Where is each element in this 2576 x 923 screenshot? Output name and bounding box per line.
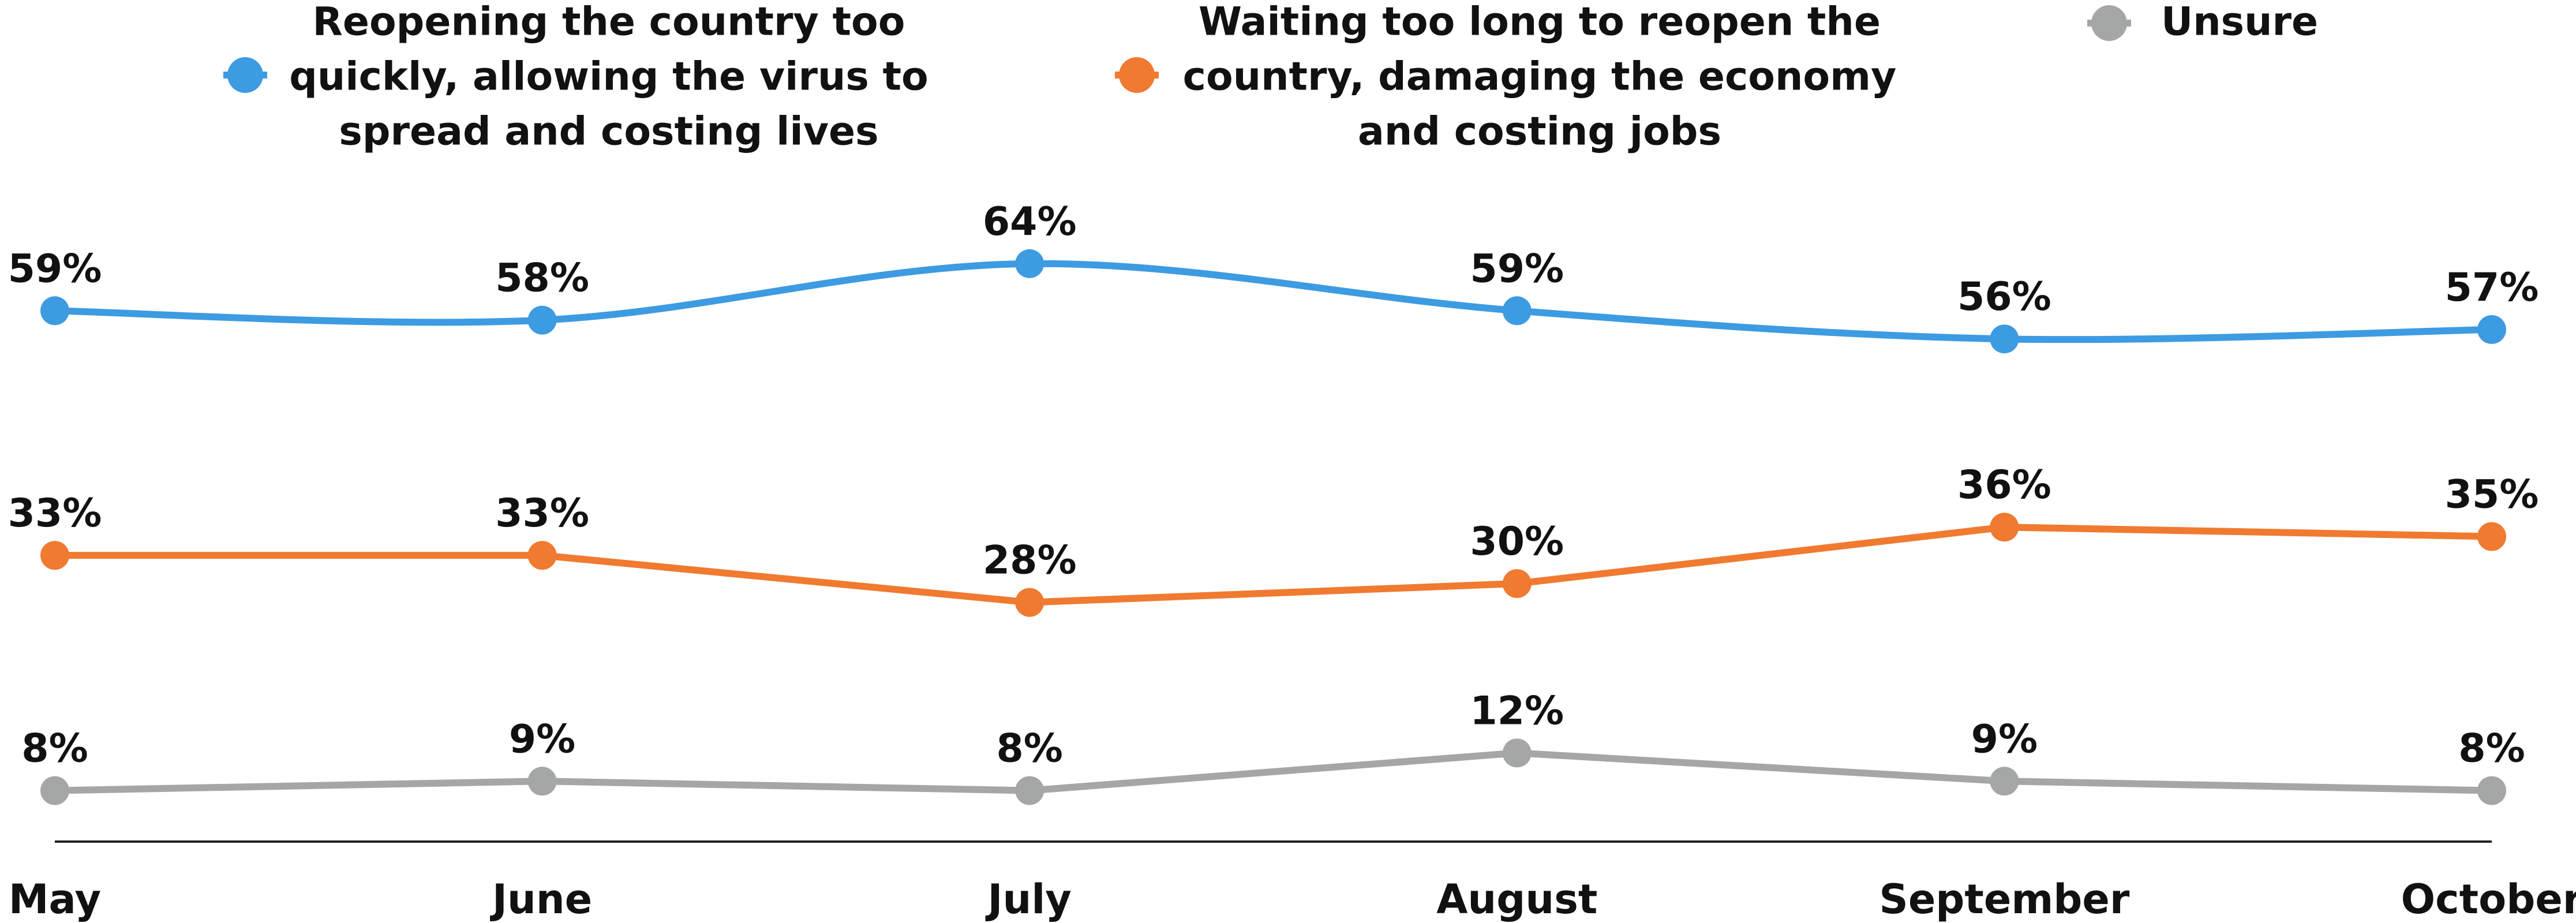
data-point: [40, 541, 69, 570]
x-tick-label: August: [1436, 876, 1597, 923]
data-label: 8%: [21, 726, 88, 772]
data-point: [1990, 324, 2019, 354]
legend-label: country, damaging the economy: [1183, 54, 1897, 100]
data-point: [1990, 767, 2019, 796]
legend-label: spread and costing lives: [339, 109, 878, 155]
series-line: [54, 749, 2492, 794]
data-label: 36%: [1957, 462, 2051, 508]
data-point: [2477, 522, 2506, 551]
legend-marker: [227, 57, 263, 93]
legend-item: Waiting too long to reopen the country, d…: [1115, 0, 1896, 155]
x-tick-label: May: [9, 876, 101, 923]
series-layer: 59% 58% 64% 59% 56% 57% 33% 33% 28% 30% 36% 35% 8% 9%…: [8, 199, 2539, 805]
data-label: 8%: [996, 726, 1062, 772]
data-point: [527, 305, 557, 335]
data-label: 9%: [1971, 716, 2038, 762]
data-point: [1502, 296, 1532, 326]
data-label: 57%: [2445, 265, 2539, 311]
data-label: 12%: [1470, 688, 1564, 734]
data-point: [527, 767, 557, 796]
data-label: 33%: [495, 491, 589, 536]
data-label: 33%: [8, 491, 102, 536]
legend-item: Unsure: [2087, 0, 2318, 45]
data-label: 30%: [1470, 519, 1564, 565]
x-tick-label: July: [985, 876, 1072, 923]
data-point: [40, 296, 69, 326]
data-point: [1502, 738, 1532, 768]
series-2: 8% 9% 8% 12% 9% 8%: [21, 688, 2525, 805]
legend-label: and costing jobs: [1358, 109, 1721, 155]
data-point: [2477, 315, 2506, 344]
data-label: 28%: [983, 538, 1077, 584]
data-point: [1015, 776, 1044, 805]
data-point: [40, 776, 69, 805]
legend-label: Waiting too long to reopen the: [1199, 0, 1881, 45]
legend-label: Reopening the country too: [312, 0, 905, 45]
data-label: 59%: [1470, 246, 1564, 292]
x-tick-label: October: [2401, 876, 2576, 923]
legend: Reopening the country too quickly, allowi…: [223, 0, 2318, 155]
data-label: 8%: [2458, 726, 2525, 772]
data-label: 56%: [1957, 274, 2051, 320]
series-line: [55, 524, 2492, 606]
series-1: 33% 33% 28% 30% 36% 35%: [8, 462, 2539, 617]
data-label: 35%: [2445, 472, 2539, 518]
data-label: 64%: [983, 199, 1077, 245]
legend-label: Unsure: [2161, 0, 2318, 45]
data-label: 9%: [509, 716, 575, 762]
legend-label: quickly, allowing the virus to: [289, 54, 928, 100]
data-point: [527, 541, 557, 570]
series-0: 59% 58% 64% 59% 56% 57%: [8, 199, 2539, 354]
data-point: [1502, 569, 1532, 598]
legend-marker: [2091, 5, 2127, 41]
series-line: [54, 260, 2492, 343]
x-tick-labels: May June July August September October: [9, 876, 2576, 923]
data-point: [1015, 249, 1044, 278]
plot-area: 59% 58% 64% 59% 56% 57% 33% 33% 28% 30% 36% 35% 8% 9%…: [8, 199, 2576, 923]
data-label: 58%: [495, 256, 589, 301]
x-tick-label: June: [490, 876, 592, 923]
data-point: [1015, 588, 1044, 617]
data-point: [1990, 513, 2019, 542]
legend-marker: [1119, 57, 1155, 93]
data-point: [2477, 776, 2506, 805]
x-tick-label: September: [1879, 876, 2129, 923]
legend-item: Reopening the country too quickly, allowi…: [223, 0, 928, 155]
data-label: 59%: [8, 246, 102, 292]
